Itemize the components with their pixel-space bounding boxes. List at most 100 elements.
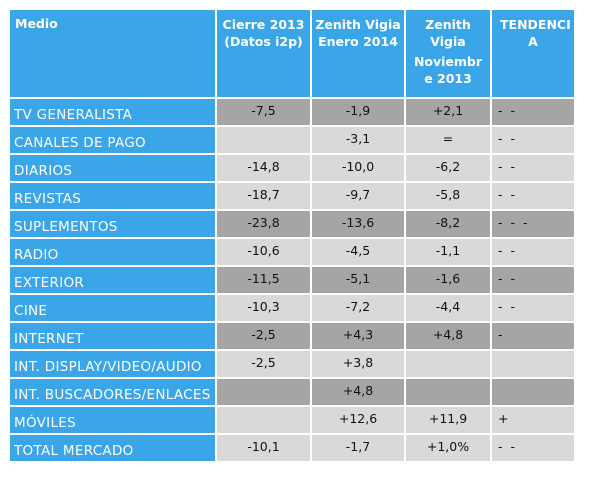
cell-c1: -2,5 <box>217 351 310 377</box>
cell-tendencia: - - <box>492 183 574 209</box>
cell-tendencia: - - <box>492 239 574 265</box>
table-row: CINE -10,3 -7,2 -4,4- - <box>10 295 574 321</box>
cell-c3: -1,6 <box>406 267 490 293</box>
cell-c1: -10,3 <box>217 295 310 321</box>
cell-c2: -3,1 <box>312 127 404 153</box>
cell-c3: -8,2 <box>406 211 490 237</box>
table-body: TV GENERALISTA -7,5 -1,9 +2,1- - CANALES DE … <box>10 99 574 461</box>
header-tendencia: TENDENCI A <box>492 10 574 97</box>
cell-tendencia <box>492 351 574 377</box>
row-label-text: REVISTAS <box>14 191 82 207</box>
row-label: INT. DISPLAY/VIDEO/AUDIO <box>10 351 215 377</box>
row-label-text: MÓVILES <box>14 415 76 431</box>
row-label: RADIO <box>10 239 215 265</box>
cell-c1: -18,7 <box>217 183 310 209</box>
header-zenith-enero-line1: Zenith Vigia <box>315 17 401 32</box>
row-label-text: CANALES DE PAGO <box>14 135 146 151</box>
cell-c3: = <box>406 127 490 153</box>
cell-c1 <box>217 407 310 433</box>
row-label: TOTAL MERCADO <box>10 435 215 461</box>
row-label: CANALES DE PAGO <box>10 127 215 153</box>
table-row: INT. BUSCADORES/ENLACES +4,8 <box>10 379 574 405</box>
cell-c3: -4,4 <box>406 295 490 321</box>
cell-tendencia: + <box>492 407 574 433</box>
row-label: REVISTAS <box>10 183 215 209</box>
row-label-text: INTERNET <box>14 331 84 347</box>
row-label: EXTERIOR <box>10 267 215 293</box>
cell-c3: +4,8 <box>406 323 490 349</box>
header-zenith-enero-line2: Enero 2014 <box>318 34 398 49</box>
cell-c2: -10,0 <box>312 155 404 181</box>
cell-c1 <box>217 379 310 405</box>
cell-c1: -10,1 <box>217 435 310 461</box>
row-label: TV GENERALISTA <box>10 99 215 125</box>
row-label: INT. BUSCADORES/ENLACES <box>10 379 215 405</box>
row-label: CINE <box>10 295 215 321</box>
cell-c3: +2,1 <box>406 99 490 125</box>
row-label: DIARIOS <box>10 155 215 181</box>
cell-c2: +12,6 <box>312 407 404 433</box>
cell-c1: -10,6 <box>217 239 310 265</box>
header-cierre-line2: (Datos i2p) <box>224 34 303 49</box>
row-label: SUPLEMENTOS <box>10 211 215 237</box>
header-tendencia-line2: A <box>528 34 538 49</box>
row-label-text: EXTERIOR <box>14 275 85 291</box>
row-label-text: CINE <box>14 303 48 319</box>
cell-tendencia: - - <box>492 435 574 461</box>
table-row: INT. DISPLAY/VIDEO/AUDIO -2,5 +3,8 <box>10 351 574 377</box>
cell-c1: -2,5 <box>217 323 310 349</box>
table-row: INTERNET -2,5 +4,3 +4,8- <box>10 323 574 349</box>
header-medio-label: Medio <box>15 16 58 31</box>
cell-c2: +4,3 <box>312 323 404 349</box>
cell-c2: -1,7 <box>312 435 404 461</box>
table-row: TOTAL MERCADO -10,1 -1,7 +1,0% - - <box>10 435 574 461</box>
cell-c3: -6,2 <box>406 155 490 181</box>
header-zenith-nov-line4: e 2013 <box>424 71 472 86</box>
cell-c1: -11,5 <box>217 267 310 293</box>
cell-c2: -4,5 <box>312 239 404 265</box>
header-cierre-2013: Cierre 2013 (Datos i2p) <box>217 10 310 97</box>
table-row: DIARIOS -14,8 -10,0 -6,2- - <box>10 155 574 181</box>
header-zenith-noviembre: Zenith Vigia Noviembr e 2013 <box>406 10 490 97</box>
table-row: TV GENERALISTA -7,5 -1,9 +2,1- - <box>10 99 574 125</box>
cell-tendencia: - - <box>492 295 574 321</box>
cell-c1: -14,8 <box>217 155 310 181</box>
header-tendencia-line1: TENDENCI <box>500 17 571 32</box>
table-row: SUPLEMENTOS -23,8 -13,6 -8,2- - - <box>10 211 574 237</box>
cell-c2: -5,1 <box>312 267 404 293</box>
media-trend-table: Medio Cierre 2013 (Datos i2p) Zenith Vig… <box>8 8 576 463</box>
header-row: Medio Cierre 2013 (Datos i2p) Zenith Vig… <box>10 10 574 97</box>
header-medio: Medio <box>10 10 215 97</box>
cell-c1 <box>217 127 310 153</box>
cell-tendencia: - - <box>492 99 574 125</box>
cell-c2: -7,2 <box>312 295 404 321</box>
row-label-text: RADIO <box>14 247 59 263</box>
header-zenith-nov-line2: Vigia <box>430 34 466 49</box>
cell-c1: -23,8 <box>217 211 310 237</box>
cell-c3: +1,0% <box>406 435 490 461</box>
cell-tendencia: - - <box>492 127 574 153</box>
cell-c3: -1,1 <box>406 239 490 265</box>
cell-c2: -13,6 <box>312 211 404 237</box>
table-row: CANALES DE PAGO -3,1 = - - <box>10 127 574 153</box>
header-zenith-enero: Zenith Vigia Enero 2014 <box>312 10 404 97</box>
cell-tendencia: - <box>492 323 574 349</box>
cell-c3 <box>406 379 490 405</box>
table-row: RADIO -10,6 -4,5 -1,1- - <box>10 239 574 265</box>
row-label-text: INT. BUSCADORES/ENLACES <box>14 387 211 403</box>
row-label-text: TV GENERALISTA <box>14 107 133 123</box>
cell-c3: +11,9 <box>406 407 490 433</box>
table-row: MÓVILES +12,6 +11,9 + <box>10 407 574 433</box>
table-row: REVISTAS -18,7 -9,7 -5,8- - <box>10 183 574 209</box>
cell-c2: -9,7 <box>312 183 404 209</box>
cell-tendencia <box>492 379 574 405</box>
row-label: MÓVILES <box>10 407 215 433</box>
row-label-text: SUPLEMENTOS <box>14 219 118 235</box>
header-cierre-line1: Cierre 2013 <box>222 17 305 32</box>
row-label: INTERNET <box>10 323 215 349</box>
cell-c2: +4,8 <box>312 379 404 405</box>
header-zenith-nov-line3: Noviembr <box>413 54 483 69</box>
table-row: EXTERIOR -11,5 -5,1 -1,6- - <box>10 267 574 293</box>
cell-c3: -5,8 <box>406 183 490 209</box>
cell-c3 <box>406 351 490 377</box>
